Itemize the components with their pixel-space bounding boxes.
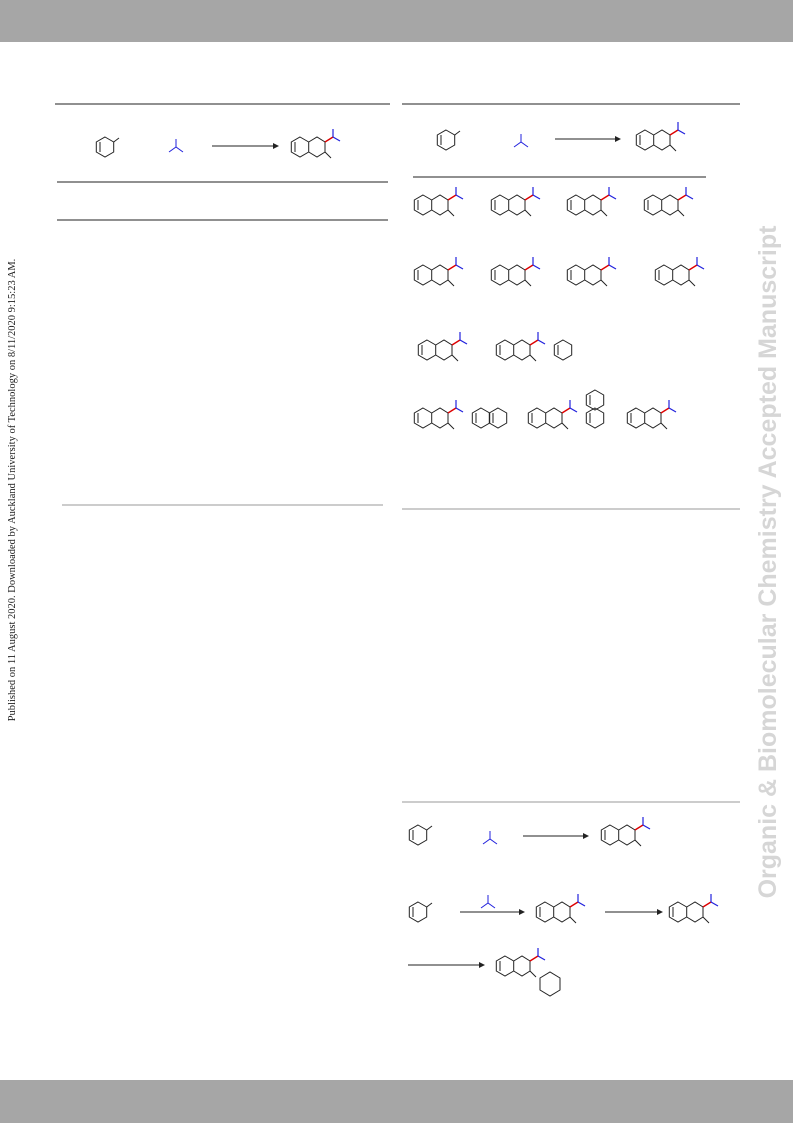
scheme-left	[55, 103, 390, 506]
watermark: Organic & Biomolecular Chemistry Accepte…	[754, 225, 782, 899]
scheme-right	[402, 103, 740, 997]
published-note: Published on 11 August 2020. Downloaded …	[7, 259, 18, 722]
footer-bar	[0, 1080, 793, 1123]
header-bar	[0, 0, 793, 42]
